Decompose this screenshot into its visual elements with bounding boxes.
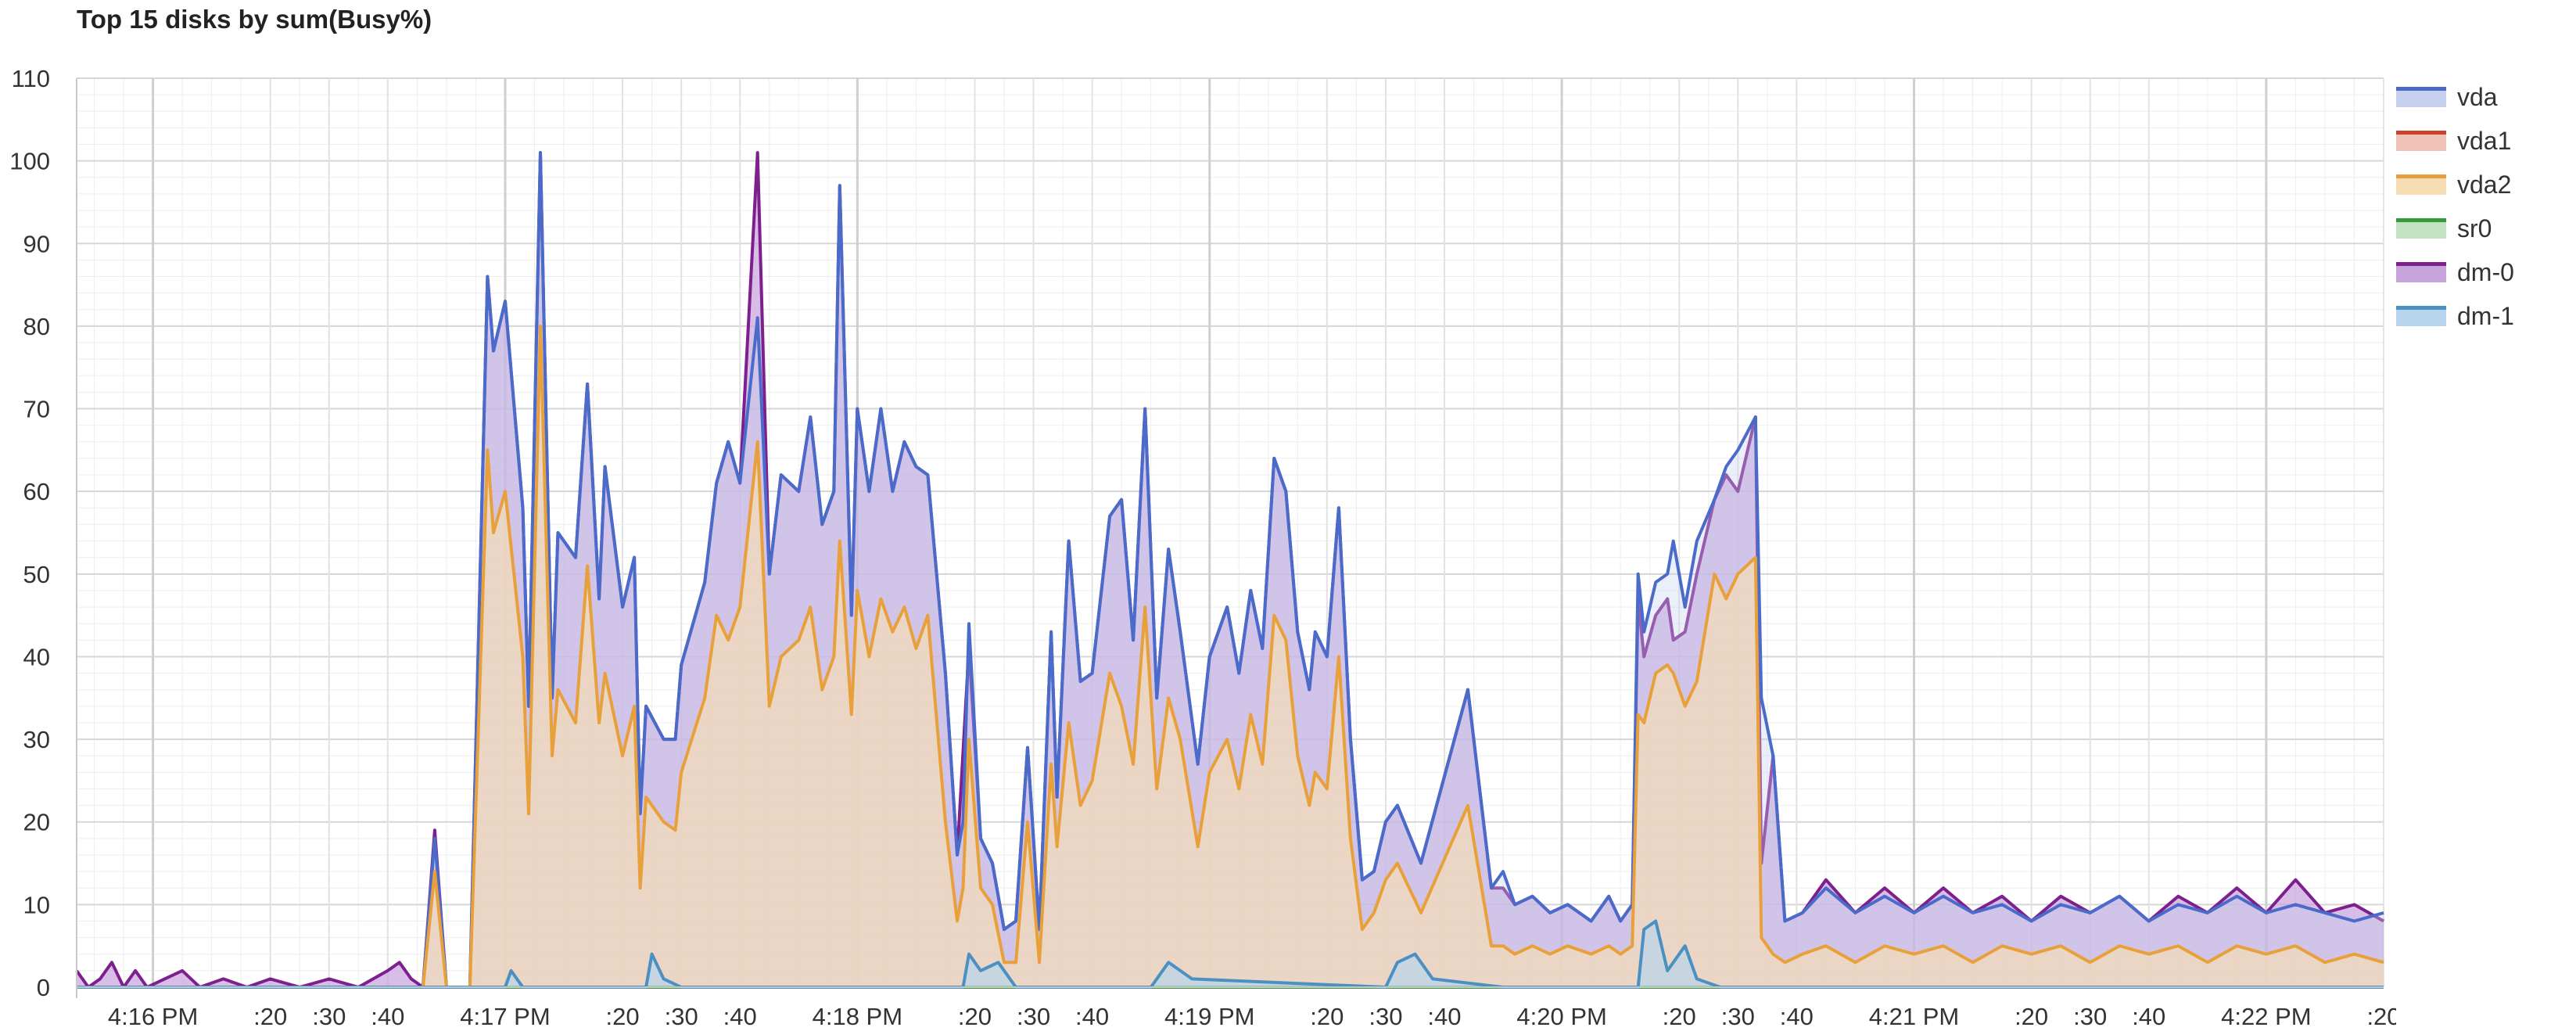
legend-swatch xyxy=(2396,218,2446,239)
x-tick-label: 4:20 PM xyxy=(1516,1003,1606,1030)
x-tick-label: :30 xyxy=(1369,1003,1402,1030)
y-tick-label: 10 xyxy=(23,891,50,918)
x-tick-label: :30 xyxy=(1017,1003,1050,1030)
x-tick-label: :30 xyxy=(2073,1003,2107,1030)
x-tick-label: 4:21 PM xyxy=(1869,1003,1959,1030)
y-tick-label: 110 xyxy=(12,65,50,92)
y-tick-label: 40 xyxy=(23,643,50,670)
y-tick-label: 50 xyxy=(23,561,50,588)
y-tick-label: 20 xyxy=(23,809,50,836)
line-dm-1 xyxy=(77,919,2384,989)
x-tick-label: :20 xyxy=(1663,1003,1696,1030)
x-tick-label: :20 xyxy=(253,1003,287,1030)
x-tick-label: 4:18 PM xyxy=(813,1003,902,1030)
area-vda2 xyxy=(77,325,2384,987)
y-tick-label: 100 xyxy=(9,148,50,175)
x-tick-label: :40 xyxy=(1780,1003,1814,1030)
x-tick-label: :20 xyxy=(958,1003,992,1030)
x-tick-label: :30 xyxy=(1721,1003,1755,1030)
x-tick-label: 4:16 PM xyxy=(108,1003,198,1030)
legend-item-vda2[interactable]: vda2 xyxy=(2396,163,2514,207)
y-tick-label: 90 xyxy=(23,230,50,257)
legend-label: vda2 xyxy=(2457,170,2512,199)
legend-item-dm-1[interactable]: dm-1 xyxy=(2396,294,2514,338)
legend-label: dm-0 xyxy=(2457,257,2514,286)
x-tick-label: :40 xyxy=(1427,1003,1461,1030)
x-tick-label: :40 xyxy=(371,1003,404,1030)
legend-swatch xyxy=(2396,262,2446,282)
y-tick-label: 70 xyxy=(23,396,50,423)
legend-item-vda1[interactable]: vda1 xyxy=(2396,119,2514,163)
x-tick-label: :30 xyxy=(665,1003,698,1030)
x-tick-label: 4:22 PM xyxy=(2221,1003,2311,1030)
y-tick-label: 30 xyxy=(23,726,50,753)
legend-swatch xyxy=(2396,306,2446,326)
y-tick-label: 80 xyxy=(23,313,50,340)
legend-label: vda xyxy=(2457,82,2498,111)
x-tick-label: :30 xyxy=(312,1003,346,1030)
legend-swatch xyxy=(2396,174,2446,195)
legend-swatch xyxy=(2396,87,2446,107)
legend-item-sr0[interactable]: sr0 xyxy=(2396,207,2514,250)
area-dm-1 xyxy=(77,921,2384,987)
line-vda2 xyxy=(77,324,2384,989)
x-tick-label: 4:19 PM xyxy=(1164,1003,1254,1030)
legend-label: dm-1 xyxy=(2457,301,2514,330)
axes: 0 10 20 30 40 50 60 70 80 90 100 110 4:16 PM :20 :30 :4… xyxy=(9,65,2396,1030)
x-tick-label: :20 xyxy=(606,1003,640,1030)
legend-label: vda1 xyxy=(2457,126,2512,155)
y-tick-label: 60 xyxy=(23,478,50,505)
legend-swatch xyxy=(2396,131,2446,151)
legend-item-vda[interactable]: vda xyxy=(2396,75,2514,119)
x-tick-label: :40 xyxy=(2132,1003,2165,1030)
series-areas xyxy=(75,151,2384,989)
x-tick-label: :20 xyxy=(2366,1003,2396,1030)
chart-title: Top 15 disks by sum(Busy%) xyxy=(77,5,432,34)
legend: vda vda1 vda2 sr0 dm-0 dm-1 xyxy=(2396,75,2514,338)
legend-label: sr0 xyxy=(2457,214,2492,242)
area-dm-0 xyxy=(77,153,2384,988)
x-tick-label: :40 xyxy=(723,1003,757,1030)
x-tick-label: :20 xyxy=(1310,1003,1344,1030)
x-tick-label: 4:17 PM xyxy=(460,1003,550,1030)
y-tick-label: 0 xyxy=(37,974,50,1001)
chart-plot: 0 10 20 30 40 50 60 70 80 90 100 110 4:16 PM :20 :30 :4… xyxy=(9,65,2396,1030)
legend-item-dm-0[interactable]: dm-0 xyxy=(2396,250,2514,294)
x-tick-label: :20 xyxy=(2015,1003,2048,1030)
line-vda xyxy=(387,151,2384,989)
x-tick-label: :40 xyxy=(1075,1003,1109,1030)
